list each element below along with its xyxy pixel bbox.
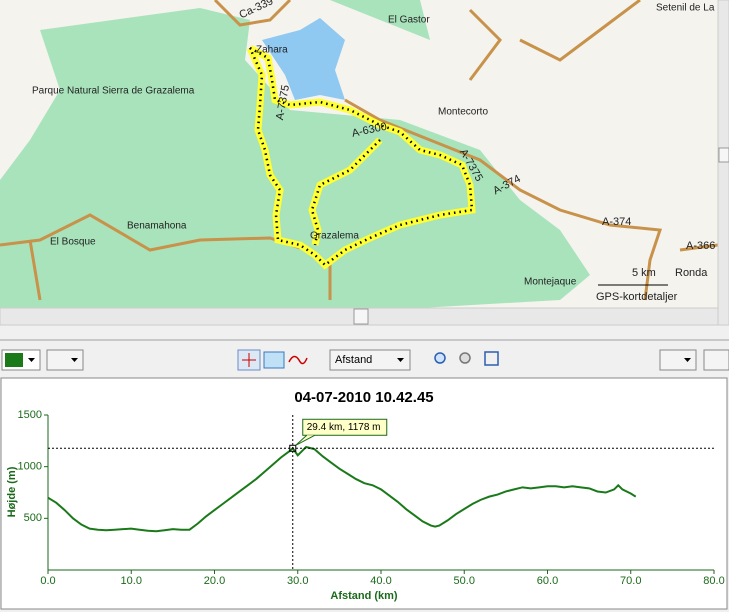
zoom-in-button[interactable] [434, 352, 446, 364]
y-tick-label: 500 [24, 512, 42, 524]
place-label: Benamahona [127, 221, 187, 232]
x-tick-label: 30.0 [287, 575, 308, 587]
dropdown-arrow [71, 358, 78, 362]
button[interactable] [703, 349, 729, 371]
chart-title: 04-07-2010 10.42.45 [294, 389, 433, 406]
dropdown[interactable] [46, 349, 84, 371]
toolbar: Afstand [1, 349, 729, 371]
x-tick-label: 80.0 [703, 575, 724, 587]
scale-label: 5 km [632, 267, 656, 279]
elevation-line [47, 445, 637, 533]
y-axis-label: Højde (m) [6, 466, 18, 517]
zoom-fit-button[interactable] [484, 351, 499, 366]
x-tick-label: 40.0 [370, 575, 391, 587]
place-label: El Gastor [388, 15, 430, 26]
route-dots [248, 46, 474, 267]
v-scroll-thumb[interactable] [718, 147, 729, 163]
y-tick-label: 1500 [18, 409, 42, 421]
park-area [0, 8, 590, 308]
cursor-label: 29.4 km, 1178 m [307, 422, 381, 433]
h-scroll-thumb[interactable] [353, 308, 369, 325]
place-label: Montejaque [524, 277, 577, 288]
route-dots [310, 139, 381, 246]
road-label: A-366 [686, 240, 715, 252]
roads [0, 0, 719, 301]
dropdown-arrow [397, 358, 404, 362]
split-button[interactable] [263, 351, 285, 369]
x-tick-label: 10.0 [121, 575, 142, 587]
x-tick-label: 60.0 [537, 575, 558, 587]
curve-button[interactable] [288, 355, 308, 365]
color-swatch [5, 353, 23, 367]
x-axis-label: Afstand (km) [330, 590, 398, 602]
x-tick-label: 70.0 [620, 575, 641, 587]
map-labels: Ca-339 El Gastor Setenil de La Zahara Pa… [32, 0, 715, 303]
tooltip-pointer [295, 434, 315, 446]
cursor-tooltip [302, 418, 388, 436]
map-details: GPS-kortdetaljer [596, 291, 678, 303]
park-area [330, 0, 430, 40]
x-tick-label: 20.0 [204, 575, 225, 587]
place-label: Ronda [675, 267, 708, 279]
axis-dropdown[interactable] [329, 349, 411, 371]
dropdown-arrow [684, 358, 691, 362]
x-tick-label: 0.0 [40, 575, 55, 587]
place-label: Zahara [256, 45, 288, 56]
chart-panel [0, 377, 728, 610]
y-tick-label: 1000 [18, 461, 42, 473]
place-label: Grazalema [310, 231, 359, 242]
axis-dropdown-text: Afstand [335, 354, 372, 366]
place-label: Setenil de La [656, 3, 715, 14]
park-label: Parque Natural Sierra de Grazalema [32, 86, 195, 97]
place-label: Montecorto [438, 107, 488, 118]
lake [262, 18, 345, 100]
cursor-box [289, 444, 297, 452]
dropdown[interactable] [659, 349, 697, 371]
dropdown-arrow [28, 358, 35, 362]
x-tick-label: 50.0 [454, 575, 475, 587]
road-label: A-374 [602, 216, 631, 228]
zoom-out-button[interactable] [459, 352, 471, 364]
icon [242, 353, 256, 367]
place-label: El Bosque [50, 237, 96, 248]
